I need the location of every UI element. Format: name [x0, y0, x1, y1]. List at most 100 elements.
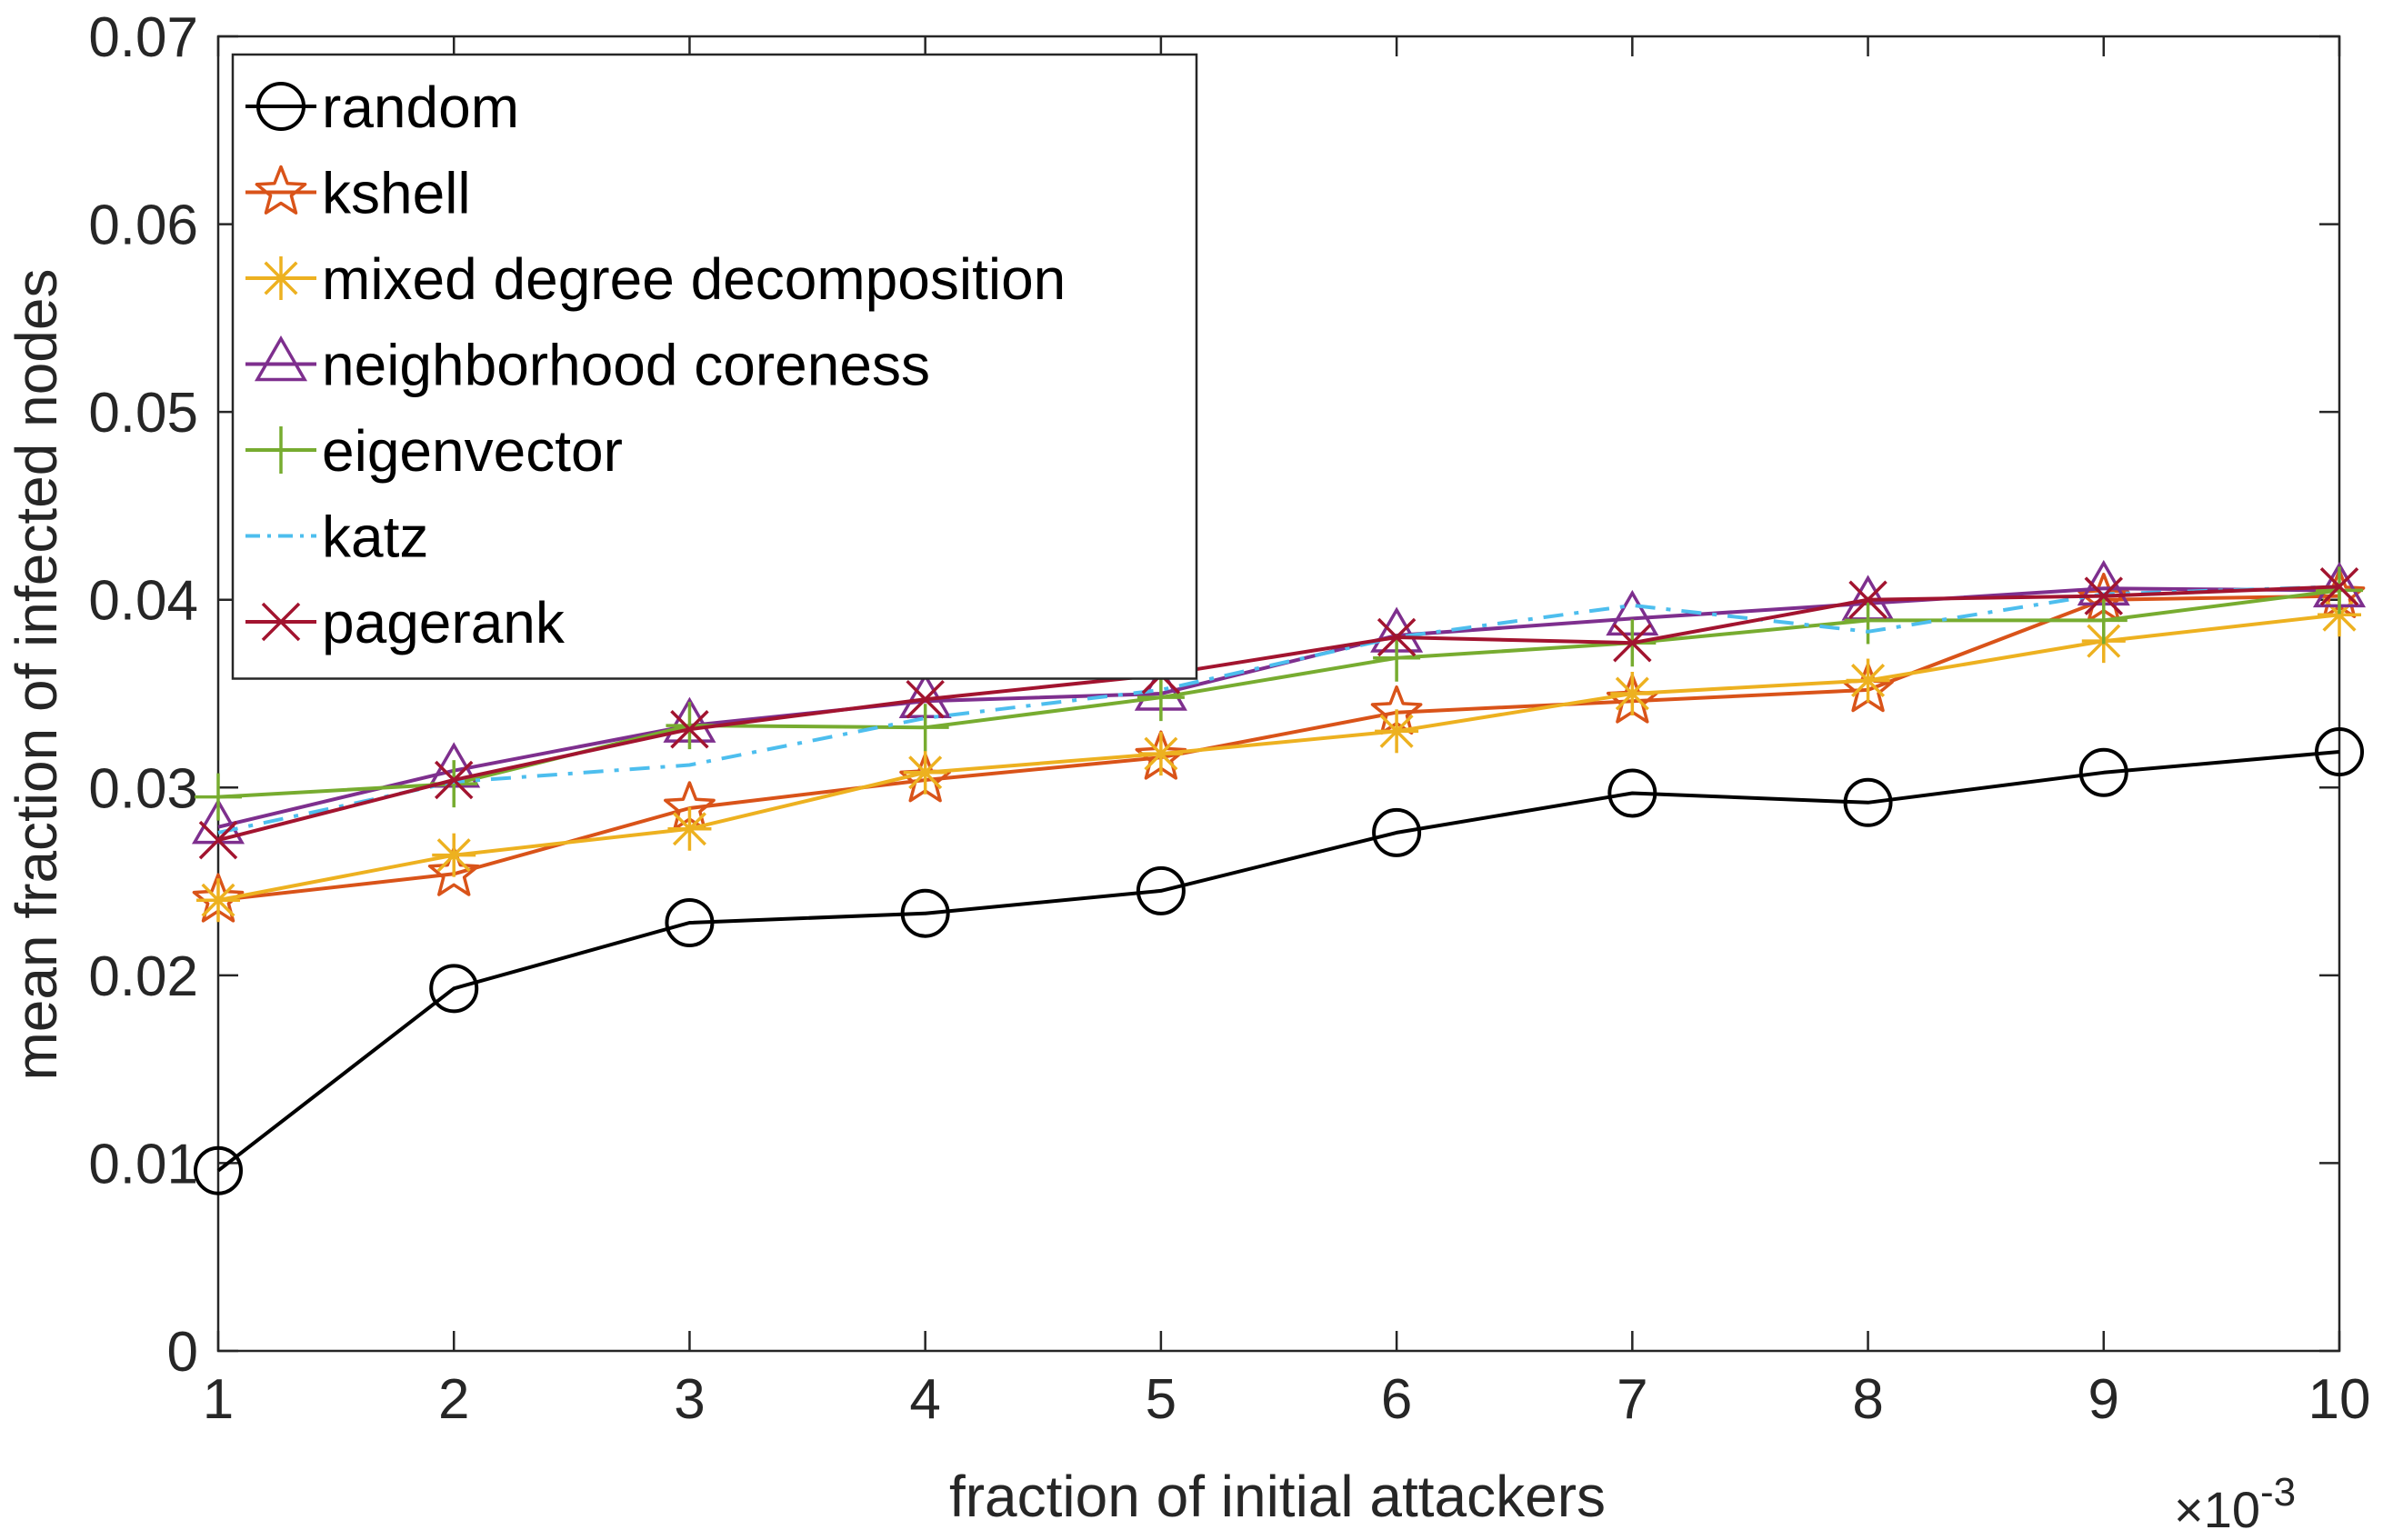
- circle-marker: [194, 1145, 243, 1195]
- y-tick-label: 0.06: [88, 195, 198, 257]
- x-tick-label: 8: [1852, 1368, 1883, 1431]
- data-point-random: [1136, 865, 1186, 915]
- series-line-random: [216, 750, 2340, 1173]
- star-marker: [427, 846, 480, 896]
- data-point-random: [900, 888, 950, 938]
- data-point-mixed-degree-decomposition: [1846, 658, 1890, 703]
- data-point-pagerank: [670, 710, 709, 749]
- circle-marker: [1843, 777, 1893, 827]
- asterisk-stroke: [436, 838, 471, 873]
- data-point-eigenvector: [1136, 674, 1185, 722]
- x-tick-label: 4: [909, 1368, 940, 1431]
- data-point-random: [665, 898, 715, 948]
- data-point-mixed-degree-decomposition: [667, 806, 712, 851]
- legend-label-neighborhood-coreness: neighborhood coreness: [322, 333, 930, 398]
- asterisk-stroke: [908, 755, 943, 790]
- data-point-random: [429, 964, 479, 1014]
- legend-marker-eigenvector: [257, 426, 305, 474]
- y-tick-label: 0.02: [88, 945, 198, 1008]
- legend-item-neighborhood-coreness: neighborhood coreness: [245, 333, 930, 398]
- circle-marker: [1136, 865, 1186, 915]
- data-point-pagerank: [906, 679, 945, 719]
- y-axis-label: mean fraction of infected nodes: [4, 269, 69, 1081]
- legend-item-pagerank: pagerank: [245, 590, 566, 655]
- data-point-kshell: [427, 846, 480, 896]
- data-point-mixed-degree-decomposition: [432, 833, 476, 877]
- data-point-eigenvector: [2316, 566, 2363, 615]
- data-point-neighborhood-coreness: [191, 798, 245, 845]
- data-point-random: [194, 1145, 243, 1195]
- plot-series: [191, 559, 2367, 1195]
- legend-item-katz: katz: [245, 505, 428, 570]
- series-line-mixed-degree-decomposition: [217, 613, 2340, 903]
- circle-marker: [256, 82, 305, 131]
- legend-label-eigenvector: eigenvector: [322, 418, 623, 484]
- x-stroke: [2319, 567, 2359, 606]
- legend-marker-kshell: [255, 165, 307, 215]
- x-tick-label: 6: [1381, 1368, 1412, 1431]
- legend-label-pagerank: pagerank: [322, 590, 566, 655]
- x-tick-label: 2: [438, 1368, 469, 1431]
- x-tick-label: 5: [1146, 1368, 1176, 1431]
- data-point-random: [1372, 807, 1422, 857]
- x-stroke: [198, 820, 238, 860]
- data-point-mixed-degree-decomposition: [196, 878, 240, 923]
- x-axis-multiplier-base: ×10: [2174, 1481, 2260, 1538]
- triangle-marker: [254, 335, 308, 382]
- legend-marker-neighborhood-coreness: [254, 335, 308, 382]
- legend-marker-mixed-degree-decomposition: [259, 256, 303, 300]
- data-point-mixed-degree-decomposition: [1610, 672, 1655, 715]
- circle-marker: [665, 898, 715, 948]
- data-point-eigenvector: [1373, 634, 1421, 682]
- legend-marker-pagerank: [261, 602, 301, 642]
- legend-label-katz: katz: [322, 505, 428, 570]
- legend-item-random: random: [245, 75, 519, 140]
- y-tick-label: 0.07: [88, 6, 198, 69]
- data-point-pagerank: [2084, 576, 2124, 615]
- x-stroke: [261, 602, 301, 642]
- x-axis-label: fraction of initial attackers: [949, 1464, 1606, 1529]
- data-point-eigenvector: [2079, 596, 2128, 645]
- legend-item-kshell: kshell: [245, 161, 471, 226]
- circle-marker: [1607, 768, 1657, 818]
- legend: random kshell mixed degree decomposition ne…: [231, 53, 1198, 680]
- legend-item-eigenvector: eigenvector: [245, 418, 623, 484]
- data-point-random: [2315, 727, 2364, 777]
- data-point-pagerank: [1377, 617, 1417, 657]
- circle-marker: [900, 888, 950, 938]
- x-stroke: [906, 679, 945, 719]
- data-point-random: [1607, 768, 1657, 818]
- x-tick-label: 10: [2308, 1368, 2371, 1431]
- series-katz: [217, 585, 2340, 835]
- asterisk-stroke: [1379, 714, 1414, 748]
- x-stroke: [1848, 580, 1887, 619]
- legend-label-mixed-degree-decomposition: mixed degree decomposition: [322, 246, 1066, 312]
- x-tick-label: 9: [2088, 1368, 2119, 1431]
- data-point-pagerank: [2319, 567, 2359, 606]
- circle-marker: [429, 964, 479, 1014]
- x-stroke: [670, 710, 709, 749]
- circle-marker: [1372, 807, 1422, 857]
- data-point-eigenvector: [195, 773, 242, 821]
- star-marker: [255, 165, 307, 215]
- y-tick-label: 0: [167, 1321, 198, 1384]
- legend-label-random: random: [322, 75, 519, 140]
- x-tick-label: 7: [1617, 1368, 1647, 1431]
- series-line-katz: [217, 585, 2340, 835]
- x-axis-multiplier: ×10-3: [2174, 1470, 2296, 1538]
- circle-marker: [2315, 727, 2364, 777]
- y-tick-label: 0.03: [88, 757, 198, 820]
- asterisk-stroke: [1851, 664, 1886, 698]
- y-tick-label: 0.05: [88, 382, 198, 445]
- plot-area-box: [216, 35, 2341, 1353]
- data-point-mixed-degree-decomposition: [1375, 709, 1419, 754]
- data-point-eigenvector: [901, 704, 949, 752]
- data-point-random: [1843, 777, 1893, 827]
- y-tick-label: 0.04: [88, 570, 198, 633]
- asterisk-stroke: [264, 261, 298, 295]
- legend-label-kshell: kshell: [322, 161, 471, 226]
- data-point-pagerank: [198, 820, 238, 860]
- x-stroke: [434, 760, 474, 800]
- data-point-random: [2078, 747, 2128, 797]
- asterisk-stroke: [672, 812, 706, 846]
